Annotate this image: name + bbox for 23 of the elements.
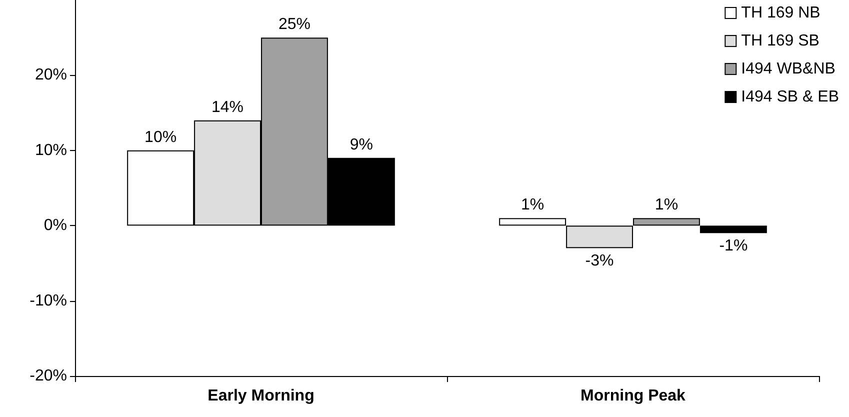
bar (700, 226, 767, 234)
legend-label: TH 169 SB (741, 32, 820, 50)
y-tick-label: -10% (30, 292, 67, 310)
legend-label: TH 169 NB (741, 4, 820, 22)
y-tick-label: 20% (34, 66, 67, 84)
legend-label: I494 SB & EB (741, 88, 840, 106)
bar (499, 218, 566, 226)
bar (633, 218, 700, 226)
y-tick-label: -20% (30, 368, 67, 384)
data-label: 25% (278, 16, 310, 34)
data-label: -3% (585, 252, 614, 270)
y-tick-label: 0% (44, 217, 67, 234)
data-label: 1% (520, 196, 544, 214)
data-label: 14% (212, 98, 244, 116)
bar (566, 226, 633, 248)
data-label: 10% (144, 128, 177, 146)
legend-label: I494 WB&NB (741, 60, 836, 78)
data-label: 9% (350, 136, 374, 154)
data-label: -1% (719, 238, 748, 255)
x-tick-label: Morning Peak (580, 388, 686, 404)
data-label: 1% (654, 196, 678, 214)
x-tick-label: Early Morning (208, 388, 314, 404)
y-tick-label: 10% (34, 142, 67, 159)
